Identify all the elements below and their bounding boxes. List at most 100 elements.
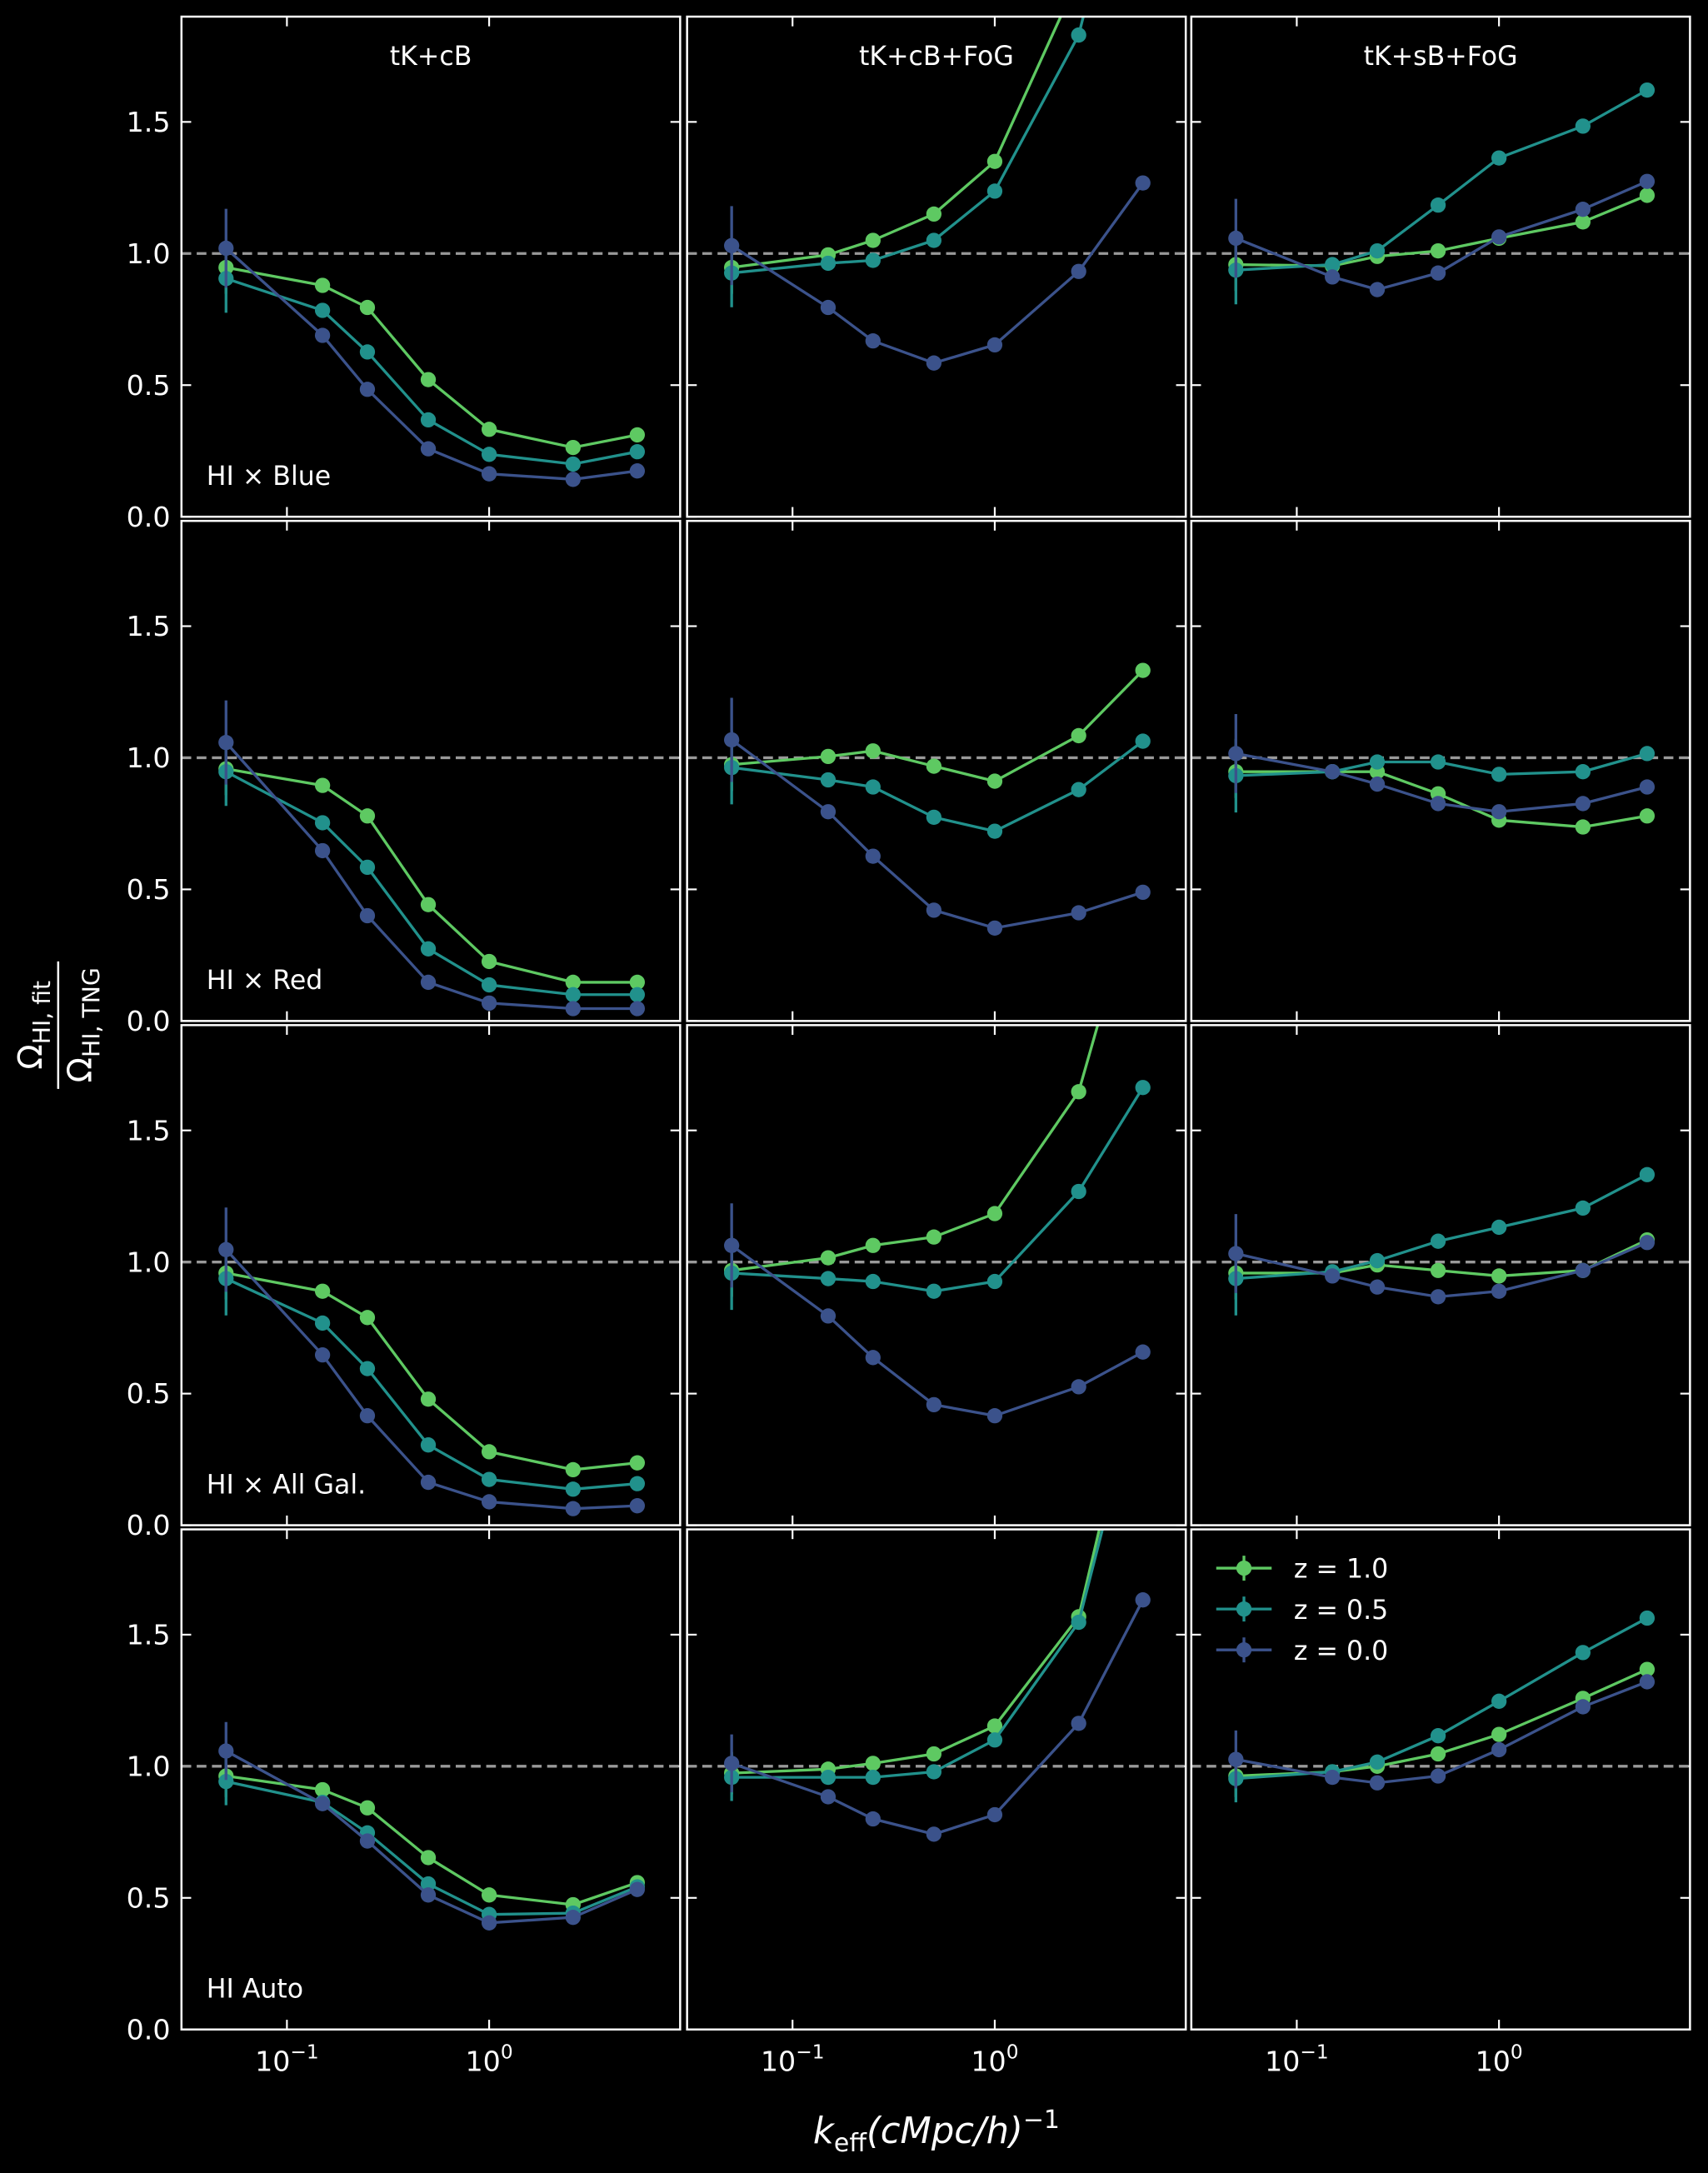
tick-base: 10 — [255, 2046, 290, 2078]
panel-frame — [1190, 15, 1691, 518]
point — [629, 427, 646, 443]
x-tick-label: 100 — [1476, 2041, 1523, 2078]
panel-frame — [686, 1528, 1187, 2031]
point — [820, 299, 837, 316]
point — [314, 842, 331, 859]
panel — [1190, 1024, 1691, 1526]
point — [1575, 1200, 1591, 1216]
point — [218, 1743, 234, 1759]
data-area — [1228, 1610, 1656, 1803]
point — [1369, 776, 1386, 792]
point — [1575, 1645, 1591, 1661]
point — [314, 327, 331, 343]
data-area — [218, 208, 646, 487]
point — [1430, 796, 1446, 812]
legend-label: z = 0.0 — [1294, 1636, 1388, 1666]
point — [1575, 118, 1591, 134]
point — [986, 920, 1003, 936]
panel: 0.0 0.5 1.0 1.5 HI × Red — [127, 519, 682, 1037]
point — [1430, 754, 1446, 770]
point — [1491, 1693, 1507, 1709]
data-area — [1228, 1166, 1656, 1316]
panel-frame — [180, 1024, 682, 1526]
point — [865, 1756, 881, 1771]
point — [926, 902, 942, 918]
point — [565, 1001, 581, 1017]
point — [986, 1806, 1003, 1823]
y-tick-label: 1.0 — [127, 1750, 171, 1782]
point — [865, 848, 881, 864]
point — [926, 355, 942, 371]
point — [1071, 782, 1086, 797]
y-label-denominator: ΩHI, TNG — [62, 967, 106, 1082]
tick-exponent: 0 — [501, 2041, 513, 2064]
point — [820, 1250, 837, 1266]
data-area — [1228, 714, 1656, 835]
tick-exponent: −1 — [290, 2041, 318, 2064]
point — [1639, 1166, 1656, 1182]
y-tick-label: 0.0 — [127, 1509, 171, 1541]
point — [1071, 727, 1086, 744]
point — [926, 1283, 942, 1299]
point — [1430, 1289, 1446, 1305]
symbol: Ω — [12, 1044, 50, 1069]
y-tick-label: 1.0 — [127, 237, 171, 270]
point — [820, 1789, 837, 1805]
point — [420, 1437, 437, 1453]
series-line — [225, 277, 638, 466]
point — [926, 1746, 942, 1762]
point — [926, 1826, 942, 1842]
y-tick-label: 1.5 — [127, 610, 171, 642]
point — [986, 773, 1003, 789]
point — [820, 1271, 837, 1286]
data-area — [1228, 82, 1656, 305]
legend-marker — [1236, 1560, 1252, 1576]
panel-frame — [180, 519, 682, 1022]
point — [865, 779, 881, 795]
point — [1136, 860, 1151, 875]
point — [359, 299, 376, 316]
point — [1491, 1726, 1507, 1742]
point — [926, 1229, 942, 1245]
subscript: HI, TNG — [78, 967, 106, 1057]
point — [926, 809, 942, 825]
point — [1228, 1246, 1244, 1261]
point — [1369, 282, 1386, 297]
subscript: HI, fit — [28, 981, 56, 1044]
y-tick-label: 1.5 — [127, 1114, 171, 1146]
point — [1575, 764, 1591, 780]
point — [481, 1915, 497, 1931]
point — [1430, 1746, 1446, 1762]
point — [359, 808, 376, 824]
point — [1639, 187, 1656, 203]
point — [1491, 804, 1507, 820]
point — [481, 466, 497, 482]
panel: 0.0 0.5 1.0 1.5 tK+cB HI × Blue — [127, 15, 682, 533]
point — [420, 1850, 437, 1866]
point — [359, 1361, 376, 1376]
point — [1430, 265, 1446, 281]
point — [1491, 1741, 1507, 1758]
point — [1639, 808, 1656, 824]
point — [314, 1315, 331, 1331]
point — [1071, 263, 1086, 279]
y-tick-label: 0.5 — [127, 1881, 171, 1914]
point — [314, 1347, 331, 1363]
point — [1071, 1084, 1086, 1100]
panel: tK+cB+FoG — [686, 15, 1187, 518]
point — [1071, 905, 1086, 921]
legend-label: z = 0.5 — [1294, 1596, 1388, 1626]
unit: (cMpc/h) — [866, 2111, 1023, 2152]
point — [1575, 214, 1591, 230]
point — [565, 439, 581, 456]
point — [314, 302, 331, 318]
point — [629, 974, 646, 991]
x-tick-label: 10−1 — [1265, 2041, 1329, 2078]
x-tick-label: 100 — [466, 2041, 513, 2078]
point — [865, 1811, 881, 1827]
x-tick-label: 10−1 — [255, 2041, 319, 2078]
point — [1639, 746, 1656, 762]
